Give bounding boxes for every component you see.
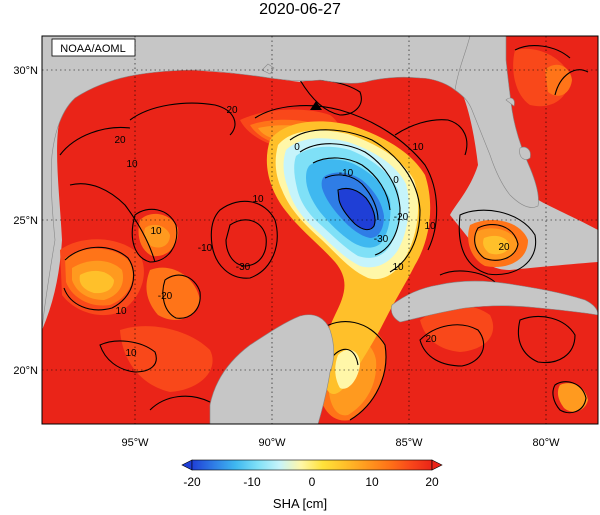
- colorbar-unit-label: SHA [cm]: [272, 496, 328, 511]
- contour-label: -30: [236, 262, 251, 273]
- lon-tick-label: 90°W: [258, 437, 286, 449]
- contour-label: 0: [393, 175, 399, 186]
- contour-label: -10: [198, 243, 213, 254]
- colorbar-tick-label: -10: [243, 475, 261, 489]
- colorbar-tick-label: 20: [425, 475, 439, 489]
- colorbar-tick-label: -20: [183, 475, 201, 489]
- colorbar-tick-label: 10: [365, 475, 379, 489]
- contour-lines: [59, 45, 589, 421]
- credit-text: NOAA/AOML: [60, 43, 125, 55]
- lon-tick-label: 85°W: [395, 437, 423, 449]
- colorbar-gradient: [191, 459, 433, 471]
- lon-tick-label: 80°W: [532, 437, 560, 449]
- contour-label: 10: [252, 194, 264, 205]
- contour-label: -30: [374, 234, 389, 245]
- contour-label: 20: [226, 105, 238, 116]
- graticule: [42, 36, 598, 424]
- contour-label: 10: [424, 221, 436, 232]
- plot-frame: [41, 35, 599, 425]
- credit-box: NOAA/AOML: [51, 38, 136, 57]
- florida: [454, 36, 539, 208]
- contour-label: 10: [115, 306, 127, 317]
- colorbar-tick-label: 0: [309, 475, 316, 489]
- contour-label: 10: [412, 142, 424, 153]
- contour-label: -10: [339, 168, 354, 179]
- contour-label: 20: [498, 242, 510, 253]
- lon-tick-label: 95°W: [121, 437, 149, 449]
- cuba: [391, 280, 598, 323]
- contour-label-group: 20 20 10 10 0 10 0 -10 -20 -30 10 10 -10 -20 -30 20 10 10…: [114, 105, 510, 359]
- contour-label: -20: [158, 291, 173, 302]
- contour-label: 10: [126, 159, 138, 170]
- contour-label: 10: [150, 226, 162, 237]
- lat-tick-label: 20°N: [13, 365, 38, 377]
- colorbar: -20 -10 0 10 20: [181, 459, 443, 489]
- contour-label: 20: [425, 334, 437, 345]
- colorbar-right-arrow: [431, 459, 443, 471]
- lat-tick-label: 25°N: [13, 215, 38, 227]
- contour-label: 10: [125, 348, 137, 359]
- station-marker: [310, 101, 322, 110]
- contour-label: -20: [394, 212, 409, 223]
- gulf-islands: [261, 63, 531, 160]
- contour-label: 0: [294, 142, 300, 153]
- sha-band-neg30: [338, 188, 376, 230]
- lat-tick-label: 30°N: [13, 65, 38, 77]
- contour-label: 20: [114, 135, 126, 146]
- contour-label: 10: [392, 262, 404, 273]
- map-title: 2020-06-27: [259, 1, 341, 18]
- colorbar-left-arrow: [181, 459, 193, 471]
